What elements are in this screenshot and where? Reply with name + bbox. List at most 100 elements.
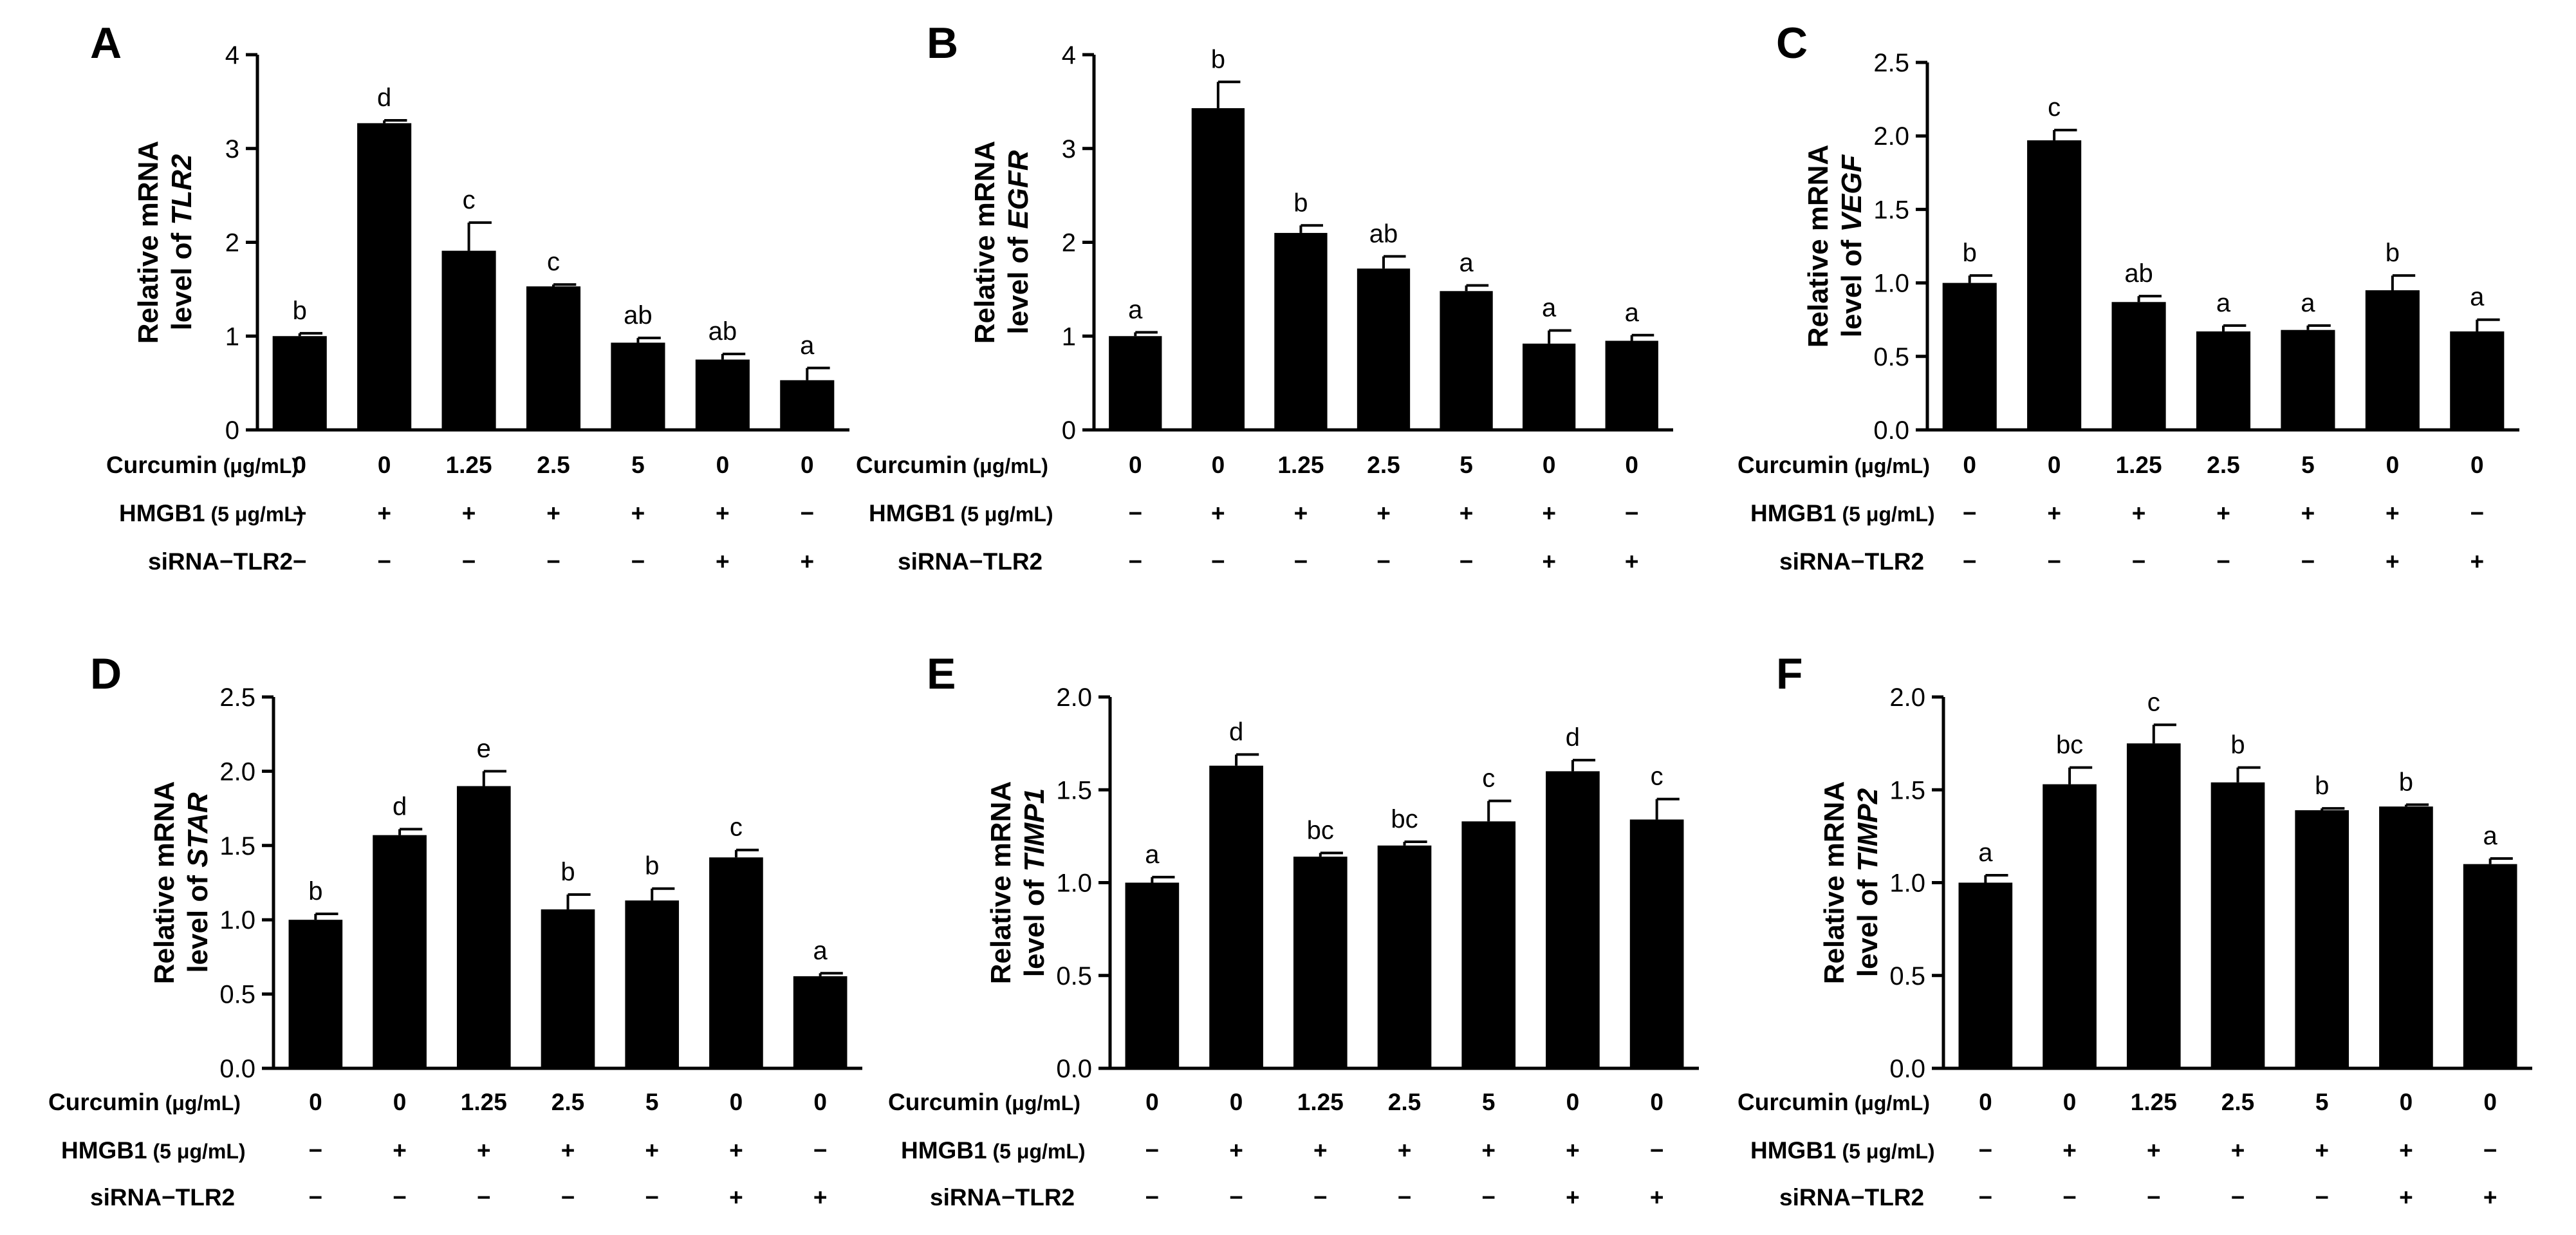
significance-label: bc [2056,731,2083,759]
condition-value-curcumin: 0 [293,452,306,478]
significance-label: c [1651,763,1663,791]
y-axis-label-gene: TIMP2 [1852,788,1884,871]
condition-value-curcumin: 0 [2048,452,2061,478]
bar [2365,290,2420,430]
panel-letter: A [90,19,122,68]
condition-value-hmgb1: + [2386,500,2400,526]
condition-value-sirna: − [1229,1184,1243,1211]
significance-label: b [1293,189,1308,217]
condition-label-curcumin: Curcumin (μg/mL) [48,1089,241,1115]
condition-value-sirna: + [729,1184,743,1211]
condition-value-curcumin: 2.5 [2207,452,2239,478]
bar [1125,882,1180,1068]
condition-value-sirna: − [1398,1184,1412,1211]
y-tick-label: 2.0 [219,757,255,786]
significance-label: bc [1307,816,1334,844]
bar [2027,140,2082,430]
y-axis-label-line2: level of [182,868,214,973]
significance-label: d [1566,723,1580,752]
condition-value-hmgb1: − [309,1137,323,1164]
bar [2379,806,2433,1068]
condition-value-sirna: − [2147,1184,2161,1211]
condition-value-hmgb1: + [377,500,391,526]
condition-value-hmgb1: + [1542,500,1556,526]
condition-value-hmgb1: + [2047,500,2061,526]
y-tick-label: 0 [1062,416,1076,445]
condition-value-curcumin: 0 [2386,452,2400,478]
condition-value-curcumin: 1.25 [446,452,492,478]
significance-label: c [730,813,743,842]
condition-value-hmgb1: + [1481,1137,1496,1164]
condition-value-curcumin: 1.25 [2131,1089,2177,1115]
condition-value-sirna: − [1211,548,1225,575]
significance-label: a [813,936,828,965]
condition-value-sirna: − [2132,548,2146,575]
condition-name: siRNA−TLR2 [930,1184,1075,1211]
condition-value-curcumin: 0 [2400,1089,2413,1115]
panel-D: D 0.0 0.5 1.0 1.5 2.0 2.5 Relative mRNAlevel of… [48,649,862,1211]
condition-name: HMGB1 [1750,500,1837,526]
condition-value-sirna: − [393,1184,407,1211]
condition-unit: (μg/mL) [160,1091,241,1115]
condition-name: Curcumin [48,1089,160,1115]
condition-label-hmgb1: HMGB1 (5 μg/mL) [1750,500,1935,526]
condition-value-sirna: + [1542,548,1556,575]
condition-value-sirna: − [1459,548,1474,575]
condition-value-hmgb1: + [546,500,561,526]
condition-unit: (μg/mL) [1849,1091,1930,1115]
condition-value-hmgb1: + [2132,500,2146,526]
condition-value-curcumin: 0 [1129,452,1142,478]
significance-label: b [293,297,307,325]
condition-name: HMGB1 [901,1137,987,1164]
significance-label: d [393,792,407,821]
condition-value-sirna: + [1625,548,1639,575]
significance-label: a [1128,295,1143,324]
bar [780,380,835,430]
condition-value-hmgb1: + [716,500,730,526]
condition-label-sirna: siRNA−TLR2 [90,1184,235,1211]
significance-label: ab [2124,259,2153,288]
condition-value-hmgb1: + [1313,1137,1328,1164]
y-tick-label: 2.0 [1873,122,1909,151]
bar [1191,108,1245,430]
condition-value-hmgb1: + [631,500,645,526]
y-axis-label-line1: Relative mRNA [969,141,1001,344]
condition-value-hmgb1: − [2483,1137,2497,1164]
condition-value-curcumin: 0 [801,452,814,478]
significance-label: bc [1391,805,1418,833]
bar [2126,743,2181,1068]
bar [1958,882,2013,1068]
y-axis-label-gene: TLR2 [166,154,198,225]
condition-name: Curcumin [1737,1089,1849,1115]
condition-value-hmgb1: − [813,1137,828,1164]
condition-value-curcumin: 5 [631,452,645,478]
significance-label: c [463,186,476,214]
y-tick-label: 2.0 [1889,683,1925,712]
condition-value-hmgb1: + [2147,1137,2161,1164]
significance-label: a [1145,840,1160,869]
condition-name: Curcumin [106,452,218,478]
condition-name: Curcumin [1737,452,1849,478]
condition-value-sirna: − [2315,1184,2329,1211]
y-tick-label: 0.5 [219,981,255,1009]
condition-name: siRNA−TLR2 [90,1184,235,1211]
condition-value-hmgb1: + [2399,1137,2413,1164]
condition-label-hmgb1: HMGB1 (5 μg/mL) [1750,1137,1935,1164]
condition-value-curcumin: 0 [813,1089,827,1115]
significance-label: d [377,84,391,112]
condition-name: HMGB1 [119,500,205,526]
y-tick-label: 2.0 [1056,683,1092,712]
y-tick-label: 0.0 [1056,1055,1092,1083]
condition-value-hmgb1: + [729,1137,743,1164]
condition-value-sirna: + [800,548,814,575]
bar [1629,819,1684,1068]
condition-value-hmgb1: + [1566,1137,1580,1164]
condition-value-hmgb1: + [462,500,476,526]
significance-label: a [2483,822,2498,850]
condition-value-curcumin: 2.5 [2221,1089,2254,1115]
y-axis-label-line1: Relative mRNA [149,781,180,984]
bar [1546,771,1600,1068]
y-axis-label: Relative mRNAlevel of VEGF [1802,145,1867,348]
condition-value-sirna: + [1566,1184,1580,1211]
